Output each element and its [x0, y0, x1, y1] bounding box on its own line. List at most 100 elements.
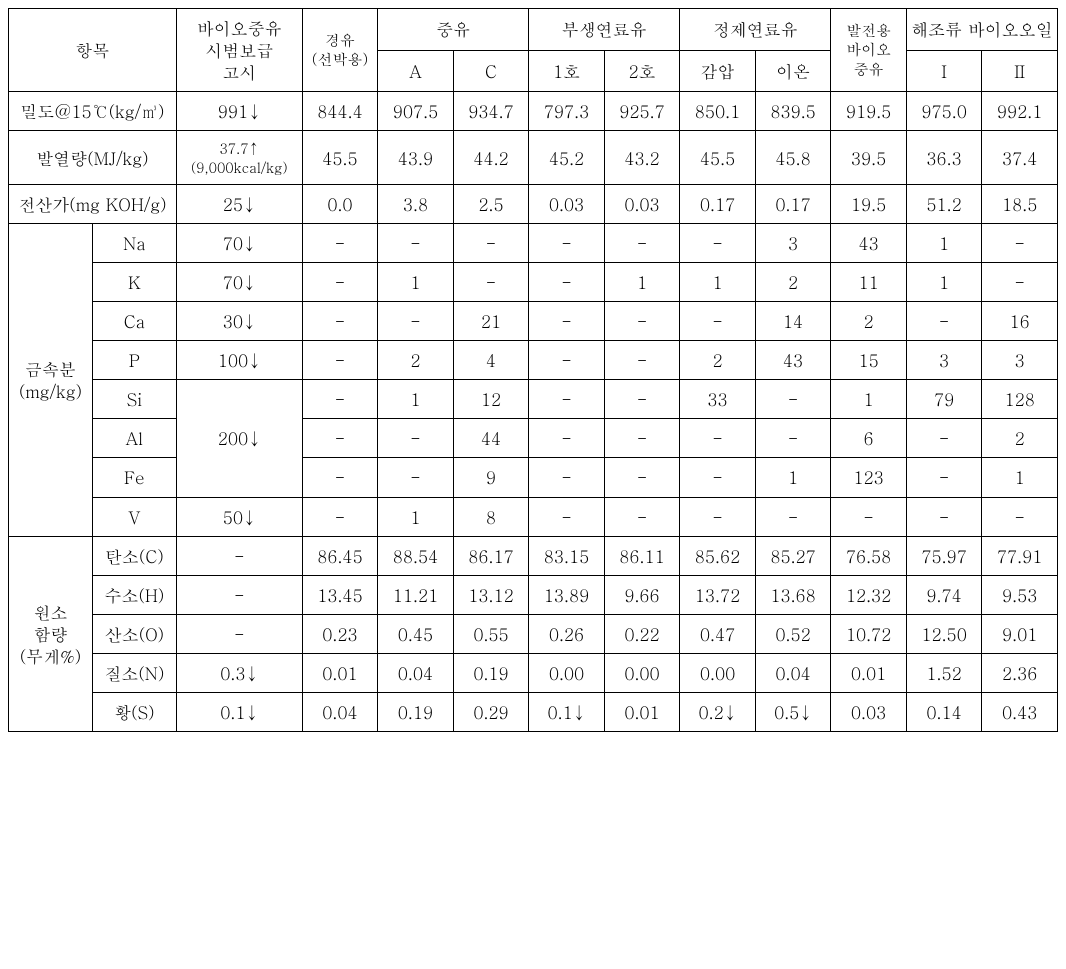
cell: - [302, 419, 378, 458]
cell: 13.12 [453, 575, 529, 614]
cell: - [453, 262, 529, 301]
cell: 45.2 [529, 131, 605, 184]
row-na: 금속분(mg/kg) Na 70↓ - - - - - - 3 43 1 - [9, 223, 1058, 262]
cell: 2 [982, 419, 1058, 458]
label-al: Al [92, 419, 176, 458]
row-density: 밀도@15℃(kg/㎥) 991↓ 844.4 907.5 934.7 797.… [9, 92, 1058, 131]
cell: 0.17 [755, 184, 831, 223]
cell: - [755, 380, 831, 419]
cell: 18.5 [982, 184, 1058, 223]
label-k: K [92, 262, 176, 301]
cell: 13.68 [755, 575, 831, 614]
cell: 4 [453, 341, 529, 380]
cell: 85.62 [680, 536, 756, 575]
cell: 19.5 [831, 184, 907, 223]
cell: 16 [982, 302, 1058, 341]
cell: - [604, 380, 680, 419]
header-spec: 바이오중유시범보급고시 [176, 9, 302, 92]
cell: 12 [453, 380, 529, 419]
header-row-1: 항목 바이오중유시범보급고시 경유(선박용) 중유 부생연료유 정제연료유 발전… [9, 9, 1058, 51]
cell: 2 [755, 262, 831, 301]
cell: 45.5 [302, 131, 378, 184]
cell: 0.45 [378, 614, 454, 653]
cell: 25↓ [176, 184, 302, 223]
header-algae-1: Ⅰ [906, 50, 982, 92]
cell: 12.32 [831, 575, 907, 614]
cell: 850.1 [680, 92, 756, 131]
cell: 1 [755, 458, 831, 497]
cell: - [604, 419, 680, 458]
cell: 0.19 [378, 692, 454, 731]
cell: 2.36 [982, 653, 1058, 692]
header-refined-ion: 이온 [755, 50, 831, 92]
cell: 77.91 [982, 536, 1058, 575]
header-refined-vac: 감압 [680, 50, 756, 92]
cell: 200↓ [176, 380, 302, 497]
cell: 992.1 [982, 92, 1058, 131]
row-n: 질소(N) 0.3↓ 0.01 0.04 0.19 0.00 0.00 0.00… [9, 653, 1058, 692]
cell: 1 [982, 458, 1058, 497]
cell: 37.4 [982, 131, 1058, 184]
cell: 934.7 [453, 92, 529, 131]
row-al: Al - - 44 - - - - 6 - 2 [9, 419, 1058, 458]
cell: - [529, 262, 605, 301]
cell: 0.04 [755, 653, 831, 692]
cell: 13.72 [680, 575, 756, 614]
cell: 33 [680, 380, 756, 419]
cell: 123 [831, 458, 907, 497]
row-ca: Ca 30↓ - - 21 - - - 14 2 - 16 [9, 302, 1058, 341]
row-acid: 전산가(mg KOH/g) 25↓ 0.0 3.8 2.5 0.03 0.03 … [9, 184, 1058, 223]
label-fe: Fe [92, 458, 176, 497]
cell: 100↓ [176, 341, 302, 380]
cell: 907.5 [378, 92, 454, 131]
label-si: Si [92, 380, 176, 419]
cell: 0.55 [453, 614, 529, 653]
label-h: 수소(H) [92, 575, 176, 614]
cell: 3 [906, 341, 982, 380]
cell: 51.2 [906, 184, 982, 223]
label-elem-group: 원소함량(무게%) [9, 536, 93, 731]
cell: 79 [906, 380, 982, 419]
cell: 0.43 [982, 692, 1058, 731]
cell: 1 [906, 223, 982, 262]
cell: 1 [378, 262, 454, 301]
cell: - [302, 497, 378, 536]
header-algae: 해조류 바이오오일 [906, 9, 1057, 51]
cell: - [755, 497, 831, 536]
cell: 0.29 [453, 692, 529, 731]
label-s: 황(S) [92, 692, 176, 731]
cell: 0.03 [831, 692, 907, 731]
cell: 0.17 [680, 184, 756, 223]
cell: 1.52 [906, 653, 982, 692]
cell: - [529, 380, 605, 419]
cell: 0.01 [604, 692, 680, 731]
cell: 1 [680, 262, 756, 301]
cell: 45.5 [680, 131, 756, 184]
cell: - [604, 341, 680, 380]
cell: 11 [831, 262, 907, 301]
cell: - [604, 458, 680, 497]
cell: 36.3 [906, 131, 982, 184]
header-heavy-oil-a: A [378, 50, 454, 92]
row-calorific: 발열량(MJ/kg) 37.7↑(9,000kcal/kg) 45.5 43.9… [9, 131, 1058, 184]
cell: 2 [378, 341, 454, 380]
cell: 2 [680, 341, 756, 380]
cell: 0.26 [529, 614, 605, 653]
cell: 0.47 [680, 614, 756, 653]
cell: 37.7↑(9,000kcal/kg) [176, 131, 302, 184]
cell: 0.1↓ [176, 692, 302, 731]
cell: 70↓ [176, 262, 302, 301]
cell: - [906, 458, 982, 497]
label-n: 질소(N) [92, 653, 176, 692]
row-o: 산소(O) - 0.23 0.45 0.55 0.26 0.22 0.47 0.… [9, 614, 1058, 653]
cell: 13.45 [302, 575, 378, 614]
cell: - [831, 497, 907, 536]
cell: 0.5↓ [755, 692, 831, 731]
cell: 0.3↓ [176, 653, 302, 692]
row-v: V 50↓ - 1 8 - - - - - - - [9, 497, 1058, 536]
label-na: Na [92, 223, 176, 262]
cell: 0.23 [302, 614, 378, 653]
cell: 0.00 [604, 653, 680, 692]
header-heavy-oil: 중유 [378, 9, 529, 51]
cell: 13.89 [529, 575, 605, 614]
